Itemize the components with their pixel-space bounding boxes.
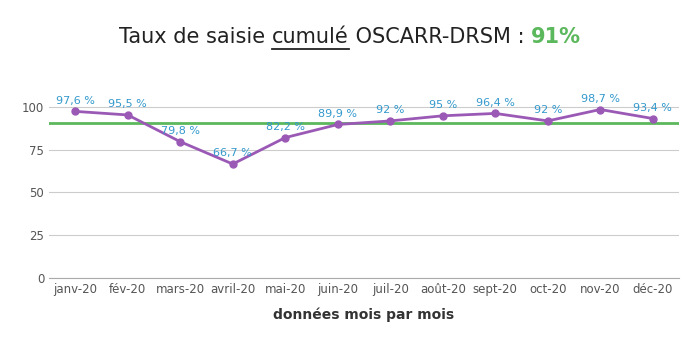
Text: 82,2 %: 82,2 %	[266, 122, 304, 132]
Text: 98,7 %: 98,7 %	[581, 94, 620, 104]
Text: 95,5 %: 95,5 %	[108, 99, 147, 109]
Text: Taux de saisie: Taux de saisie	[119, 27, 272, 47]
Text: 95 %: 95 %	[428, 100, 457, 110]
Text: 92 %: 92 %	[533, 105, 562, 115]
Text: 79,8 %: 79,8 %	[161, 126, 199, 136]
Text: cumulé: cumulé	[272, 27, 349, 47]
Text: 97,6 %: 97,6 %	[56, 96, 94, 106]
Text: 89,9 %: 89,9 %	[318, 109, 357, 119]
Text: 93,4 %: 93,4 %	[634, 103, 672, 113]
X-axis label: données mois par mois: données mois par mois	[274, 307, 454, 322]
Text: 92 %: 92 %	[376, 105, 405, 115]
Text: 96,4 %: 96,4 %	[476, 98, 514, 108]
Text: 91%: 91%	[531, 27, 581, 47]
Text: OSCARR-DRSM :: OSCARR-DRSM :	[349, 27, 531, 47]
Text: 66,7 %: 66,7 %	[214, 148, 252, 158]
